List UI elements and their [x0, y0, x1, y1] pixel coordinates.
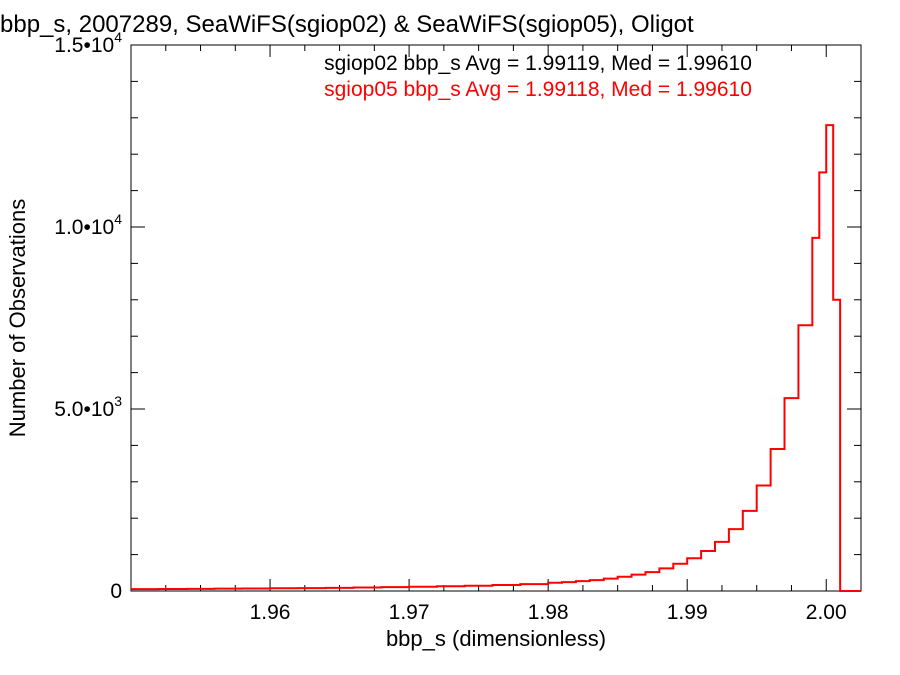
y-tick-label: 5.0•103 [54, 393, 122, 421]
x-tick-label: 1.98 [528, 601, 569, 624]
y-tick-label: 0 [110, 580, 122, 603]
y-tick-label: 1.0•104 [54, 211, 122, 239]
x-axis: 1.96 1.97 1.98 1.99 2.00 [130, 45, 862, 624]
annotation-sgiop05-stats: sgiop05 bbp_s Avg = 1.99118, Med = 1.996… [324, 78, 752, 101]
annotation-sgiop02-stats: sgiop02 bbp_s Avg = 1.99119, Med = 1.996… [324, 52, 752, 75]
x-tick-label: 1.99 [667, 601, 708, 624]
y-tick-label: 1.5•104 [54, 29, 122, 57]
series-layer [131, 124, 861, 592]
x-tick-label: 2.00 [806, 601, 847, 624]
x-tick-label: 1.96 [250, 601, 291, 624]
y-axis-label: Number of Observations [5, 199, 30, 437]
chart-title: bbp_s, 2007289, SeaWiFS(sgiop02) & SeaWi… [0, 11, 694, 38]
y-axis: 0 5.0•103 1.0•104 1.5•104 [54, 29, 861, 603]
plot-frame [130, 44, 862, 592]
series-line [131, 124, 861, 592]
x-tick-label: 1.97 [389, 601, 430, 624]
x-axis-label: bbp_s (dimensionless) [386, 626, 606, 651]
